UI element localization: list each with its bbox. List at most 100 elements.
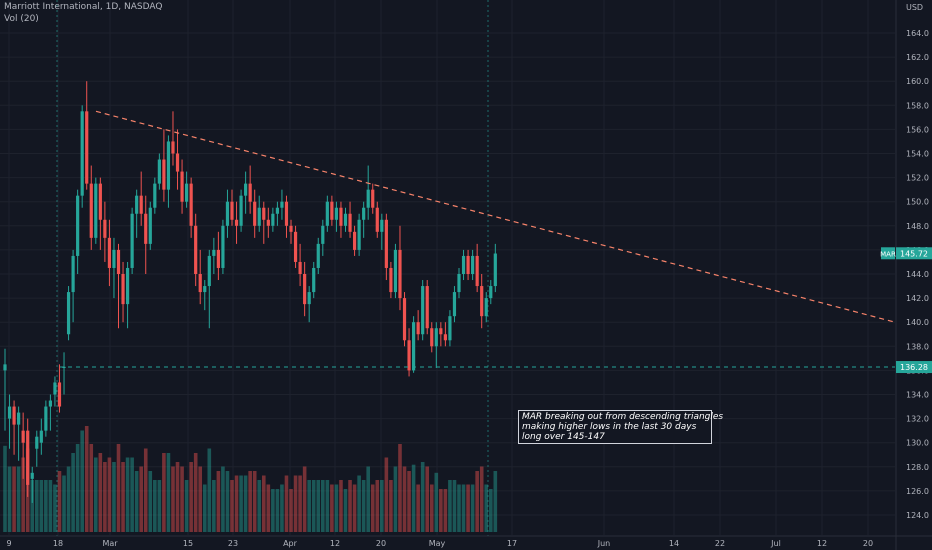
candle-body <box>339 207 343 226</box>
candle-body <box>230 201 234 220</box>
candle-body <box>135 195 139 214</box>
volume-bar <box>21 457 25 532</box>
volume-bar <box>479 466 484 532</box>
time-tick-label: 9 <box>6 539 11 548</box>
candle-body <box>366 189 370 208</box>
time-tick-label: 22 <box>715 539 725 548</box>
volume-bar <box>257 480 262 532</box>
volume-bar <box>420 462 425 532</box>
candle-body <box>76 195 80 256</box>
candle-body <box>144 213 148 244</box>
candle-body <box>216 249 220 268</box>
candle-body <box>116 249 121 274</box>
volume-bar <box>166 453 171 532</box>
time-tick-label: Jun <box>597 539 611 548</box>
price-tick-label: 162.0 <box>906 53 929 62</box>
candle-body <box>185 183 189 202</box>
volume-bar <box>189 462 193 532</box>
candle-body <box>48 400 52 407</box>
price-tick-label: 152.0 <box>906 174 929 183</box>
candle-body <box>53 382 57 395</box>
volume-bar <box>443 489 448 532</box>
time-tick-label: May <box>429 539 446 548</box>
volume-bar <box>193 453 198 532</box>
volume-bar <box>225 471 230 532</box>
candle-body <box>457 274 461 293</box>
candle-body <box>330 201 334 220</box>
volume-bar <box>393 466 398 532</box>
candle-body <box>371 189 375 208</box>
volume-bar <box>230 480 234 532</box>
candle-body <box>402 298 407 341</box>
candle-body <box>121 274 125 305</box>
time-tick-label: 15 <box>183 539 193 548</box>
volume-bar <box>180 466 184 532</box>
volume-bar <box>416 484 420 532</box>
volume-bar <box>184 480 189 532</box>
volume-bar <box>143 448 148 532</box>
time-tick-label: 18 <box>53 539 63 548</box>
volume-bar <box>103 462 107 532</box>
volume-bar <box>44 480 48 532</box>
volume-bar <box>407 471 411 532</box>
candle-body <box>421 286 425 335</box>
volume-bar <box>398 444 402 532</box>
volume-bar <box>311 480 316 532</box>
volume-bar <box>457 484 461 532</box>
volume-bar <box>207 448 212 532</box>
volume-bar <box>157 480 162 532</box>
candle-body <box>484 298 488 317</box>
candle-body <box>430 328 434 347</box>
volume-bar <box>107 457 112 532</box>
volume-bar <box>202 484 207 532</box>
time-axis[interactable]: 9 18 Mar 15 23 Apr 12 20 May 17 Jun 14 22 Jul 12 20 <box>0 535 932 548</box>
candle-body <box>280 201 284 208</box>
candle-body <box>471 255 475 274</box>
overlays <box>56 0 896 536</box>
annotation-note[interactable]: MAR breaking out from descending triangl… <box>518 410 724 444</box>
time-tick-label: 20 <box>863 539 873 548</box>
price-tick-label: 150.0 <box>906 198 929 207</box>
price-tick-label: 156.0 <box>906 125 929 134</box>
candle-body <box>352 231 357 250</box>
volume-bar <box>116 444 121 532</box>
currency-label[interactable]: USD <box>906 3 924 12</box>
volume-bar <box>71 453 75 532</box>
price-tick-label: 126.0 <box>906 487 929 496</box>
candle-body <box>12 406 16 425</box>
candle-body <box>44 406 48 431</box>
grid <box>0 0 895 535</box>
candle-body <box>257 207 261 226</box>
candle-body <box>312 267 316 293</box>
candle-body <box>157 159 161 184</box>
volume-bar <box>66 466 71 532</box>
volume-bar <box>153 480 157 532</box>
volume-bar <box>34 480 39 532</box>
candle-body <box>207 255 211 287</box>
volume-bar <box>284 475 289 532</box>
volume-bar <box>125 457 130 532</box>
candle-body <box>125 267 130 305</box>
candle-body <box>448 316 452 341</box>
candle-body <box>466 255 470 274</box>
volume-bar <box>425 466 430 532</box>
price-axis[interactable]: 124.0126.0128.0130.0132.0134.0136.0138.0… <box>880 0 932 550</box>
volume-bar <box>325 480 330 532</box>
candle-body <box>212 249 216 256</box>
volume-bar <box>461 484 466 532</box>
volume-bar <box>466 484 470 532</box>
candle-body <box>203 286 207 293</box>
volume-bar <box>366 466 370 532</box>
candle-body <box>293 231 298 262</box>
annotation-line: MAR breaking out from descending triangl… <box>522 412 724 422</box>
volume-bar <box>343 489 348 532</box>
volume-bar <box>112 462 116 532</box>
candle-body <box>57 382 62 407</box>
price-tick-label: 158.0 <box>906 101 929 110</box>
volume-bar <box>148 471 153 532</box>
volume-bar <box>221 466 225 532</box>
candle-body <box>112 249 116 268</box>
candle-body <box>425 286 429 329</box>
candle-body <box>362 207 366 220</box>
